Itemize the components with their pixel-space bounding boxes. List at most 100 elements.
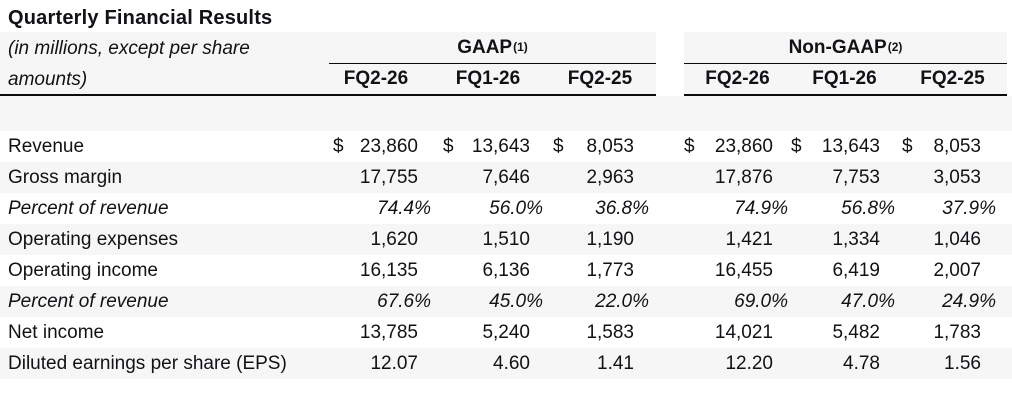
page-title: Quarterly Financial Results — [8, 7, 273, 29]
value-cell: 7,753 — [791, 162, 898, 193]
value-cell: $ 23,860 — [320, 131, 432, 162]
group-gap-header — [656, 32, 684, 96]
row-edge — [1007, 317, 1012, 348]
value-cell: 12.20 — [684, 348, 791, 379]
subtitle-line-2: amounts) — [8, 69, 88, 90]
row-label: Net income — [8, 322, 105, 343]
value-cell: 36.8% — [595, 198, 649, 219]
right-edge-header — [1007, 32, 1012, 96]
row-edge — [1007, 162, 1012, 193]
value-cell: 2,007 — [933, 260, 981, 281]
currency-symbol: $ — [333, 136, 344, 157]
value-cell: 7,646 — [432, 162, 544, 193]
group-gap — [656, 255, 684, 286]
footnote-superscript-1: (1) — [513, 39, 528, 54]
row-label: Revenue — [8, 136, 85, 157]
title-bar: Quarterly Financial Results — [0, 0, 1012, 32]
group-header-non-gaap: Non-GAAP (2) — [684, 32, 1007, 64]
value-cell: 4.78 — [791, 348, 898, 379]
currency-symbol: $ — [791, 136, 802, 157]
col-header-gaap-fq2-26: FQ2-26 — [320, 64, 432, 96]
value-cell: 45.0% — [432, 286, 544, 317]
row-label: Percent of revenue — [0, 286, 320, 317]
value-cell: 16,455 — [714, 260, 773, 281]
value-cell: 5,240 — [482, 322, 530, 343]
value-cell: 1,190 — [544, 224, 656, 255]
value-cell: $ 8,053 — [544, 131, 656, 162]
value-cell: 1.41 — [544, 348, 656, 379]
value-cell: 17,755 — [320, 162, 432, 193]
value: 13,643 — [821, 136, 880, 157]
value: 8,053 — [586, 136, 634, 157]
value-cell: 1,773 — [586, 260, 634, 281]
value-cell: 6,136 — [482, 260, 530, 281]
value-cell: 74.9% — [734, 198, 788, 219]
row-label: Diluted earnings per share (EPS) — [0, 348, 320, 379]
value-cell: $ 8,053 — [898, 131, 1007, 162]
value-cell: 1,620 — [320, 224, 432, 255]
col-header-non-gaap-fq2-25: FQ2-25 — [898, 64, 1007, 96]
value-cell: 2,963 — [544, 162, 656, 193]
table-subtitle: (in millions, except per share amounts) — [0, 32, 320, 96]
group-gap — [656, 193, 684, 224]
row-label: Operating expenses — [0, 224, 320, 255]
value-cell: 1,583 — [586, 322, 634, 343]
col-header-non-gaap-fq1-26: FQ1-26 — [791, 64, 898, 96]
value-cell: 1,783 — [933, 322, 981, 343]
value-cell: 74.4% — [377, 198, 431, 219]
value-cell: 24.9% — [898, 286, 1007, 317]
value-cell: 1.56 — [898, 348, 1007, 379]
group-header-gaap: GAAP (1) — [320, 32, 656, 64]
group-gap — [656, 317, 684, 348]
value: 23,860 — [714, 136, 773, 157]
currency-symbol: $ — [443, 136, 454, 157]
col-header-gaap-fq1-26: FQ1-26 — [432, 64, 544, 96]
value-cell: 56.0% — [489, 198, 543, 219]
value-cell: 22.0% — [544, 286, 656, 317]
spacer-row — [0, 96, 1012, 131]
currency-symbol: $ — [902, 136, 913, 157]
financial-table: (in millions, except per share amounts) … — [0, 32, 1012, 379]
value-cell: 12.07 — [320, 348, 432, 379]
value-cell: 47.0% — [791, 286, 898, 317]
value-cell: 1,510 — [432, 224, 544, 255]
value-cell: $ 13,643 — [432, 131, 544, 162]
row-edge — [1007, 224, 1012, 255]
value-cell: 67.6% — [320, 286, 432, 317]
currency-symbol: $ — [684, 136, 695, 157]
row-edge — [1007, 255, 1012, 286]
value: 23,860 — [359, 136, 418, 157]
row-label: Percent of revenue — [8, 198, 169, 219]
group-header-gaap-label: GAAP (1) — [329, 32, 656, 64]
row-label: Gross margin — [0, 162, 320, 193]
group-gap — [656, 131, 684, 162]
value-cell: 4.60 — [432, 348, 544, 379]
value-cell: 6,419 — [832, 260, 880, 281]
row-edge — [1007, 193, 1012, 224]
group-gap — [656, 348, 684, 379]
value-cell: 1,046 — [898, 224, 1007, 255]
value-cell: 56.8% — [841, 198, 895, 219]
group-gap — [656, 162, 684, 193]
value-cell: 37.9% — [942, 198, 996, 219]
row-edge — [1007, 131, 1012, 162]
subtitle-line-1: (in millions, except per share — [8, 38, 250, 59]
currency-symbol: $ — [553, 136, 564, 157]
value-cell: 16,135 — [359, 260, 418, 281]
value-cell: 69.0% — [684, 286, 791, 317]
group-header-non-gaap-label: Non-GAAP (2) — [684, 32, 1007, 64]
footnote-superscript-2: (2) — [887, 39, 903, 54]
row-edge — [1007, 286, 1012, 317]
row-edge — [1007, 348, 1012, 379]
value-cell: 5,482 — [832, 322, 880, 343]
col-header-gaap-fq2-25: FQ2-25 — [544, 64, 656, 96]
value-cell: 1,334 — [791, 224, 898, 255]
value-cell: 13,785 — [359, 322, 418, 343]
value: 13,643 — [471, 136, 530, 157]
value-cell: 3,053 — [898, 162, 1007, 193]
value-cell: $ 23,860 — [684, 131, 791, 162]
value-cell: 17,876 — [684, 162, 791, 193]
value-cell: $ 13,643 — [791, 131, 898, 162]
row-label: Operating income — [8, 260, 158, 281]
col-header-non-gaap-fq2-26: FQ2-26 — [684, 64, 791, 96]
